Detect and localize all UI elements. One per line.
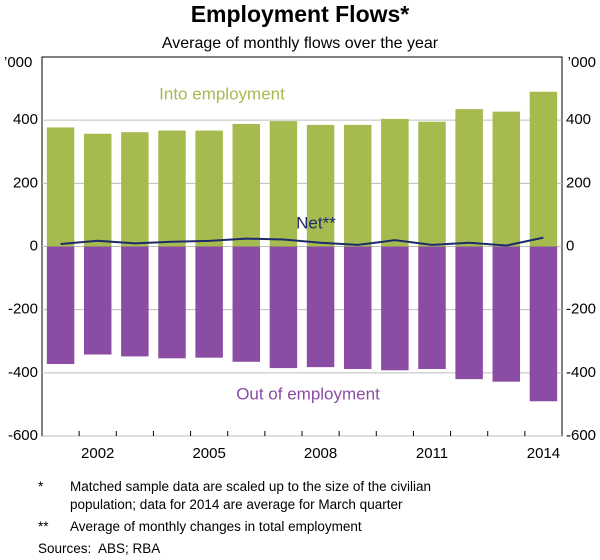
chart-title: Employment Flows*: [191, 1, 410, 27]
bar: [158, 130, 186, 247]
bar: [195, 130, 223, 247]
bar: [343, 124, 372, 247]
x-tick-label: 2005: [192, 445, 225, 462]
y-tick-label: -200: [566, 301, 596, 318]
bar: [46, 127, 75, 247]
note-text: Average of monthly changes in total empl…: [70, 519, 362, 534]
bar: [269, 121, 298, 247]
y-tick-label: -600: [8, 427, 38, 444]
bar: [158, 246, 186, 359]
note-symbol: *: [38, 479, 44, 494]
bar: [381, 246, 409, 371]
y-tick-label: 0: [566, 237, 574, 254]
bar: [121, 132, 149, 247]
x-tick-label: 2011: [416, 445, 448, 462]
note-symbol: **: [38, 519, 49, 534]
y-tick-label: 0: [30, 237, 38, 254]
bar: [529, 246, 558, 402]
y-tick-label: -400: [8, 364, 38, 381]
bar: [232, 246, 261, 362]
y-unit-right: ’000: [568, 54, 596, 71]
bar: [83, 246, 112, 355]
y-tick-label: -600: [566, 427, 596, 444]
bar: [195, 246, 223, 358]
bar: [232, 123, 261, 247]
bar: [121, 246, 149, 357]
bar: [418, 121, 446, 247]
bar: [83, 133, 112, 247]
bar: [306, 246, 335, 368]
bar: [492, 246, 521, 382]
y-tick-label: 400: [13, 111, 38, 128]
bar: [306, 124, 335, 247]
chart-subtitle: Average of monthly flows over the year: [162, 35, 439, 52]
bar: [492, 111, 521, 247]
bar: [455, 109, 483, 247]
y-tick-label: 400: [566, 111, 591, 128]
sources: Sources: ABS; RBA: [38, 541, 161, 556]
bar: [418, 246, 446, 370]
series-label: Into employment: [159, 84, 285, 103]
x-tick-label: 2002: [81, 445, 114, 462]
x-tick-label: 2008: [304, 445, 337, 462]
series-label: Net**: [296, 213, 336, 232]
bar: [529, 91, 558, 247]
chart: Employment Flows* Average of monthly flo…: [4, 1, 596, 462]
series-label: Out of employment: [236, 384, 380, 403]
bar: [269, 246, 298, 369]
net-line: [60, 236, 544, 247]
x-tick-label: 2014: [527, 445, 560, 462]
bar: [455, 246, 483, 380]
bar: [381, 118, 409, 247]
y-tick-label: 200: [13, 174, 38, 191]
bar: [46, 246, 75, 364]
y-tick-label: -200: [8, 301, 38, 318]
y-unit-left: ’000: [4, 54, 32, 71]
y-tick-label: 200: [566, 174, 591, 191]
bar: [343, 246, 372, 370]
note-text: Matched sample data are scaled up to the…: [70, 479, 431, 512]
y-tick-label: -400: [566, 364, 596, 381]
